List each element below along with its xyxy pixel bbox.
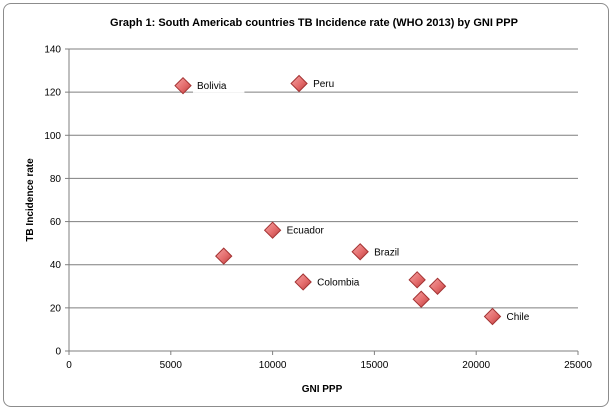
- point-label-background: [309, 76, 342, 91]
- x-tick-label: 0: [66, 360, 72, 371]
- y-axis-title: TB Incidence rate: [25, 158, 36, 242]
- y-tick-label: 0: [55, 347, 61, 358]
- point-label-layer: Bolivia Peru Ecuador Brazil Colombia Chile: [197, 79, 530, 323]
- point-label-background: [313, 274, 371, 289]
- point-label: Colombia: [317, 277, 360, 288]
- x-tick-label: 5000: [160, 360, 183, 371]
- data-point: [428, 277, 447, 295]
- data-point: [290, 74, 308, 93]
- y-tick-label: 140: [44, 45, 61, 56]
- point-label-background: [193, 78, 245, 93]
- x-tick-label: 25000: [564, 360, 592, 371]
- y-tick-label: 100: [44, 131, 61, 142]
- y-tick-label: 80: [50, 174, 62, 185]
- point-label: Peru: [313, 79, 334, 90]
- point-label: Ecuador: [287, 226, 325, 237]
- tick-label-layer: 0 20 40 60 80 100 120 140 0 5000 10000 15000 20000 25…: [44, 45, 592, 372]
- data-point: [408, 271, 426, 289]
- x-axis-title: GNI PPP: [302, 384, 343, 395]
- y-tick-label: 60: [50, 217, 62, 228]
- data-point: [263, 221, 282, 239]
- point-layer: [174, 74, 502, 326]
- data-point: [351, 243, 369, 261]
- data-point: [294, 273, 312, 291]
- point-label: Chile: [506, 312, 529, 323]
- y-tick-label: 120: [44, 88, 61, 99]
- data-point: [483, 307, 502, 326]
- y-tick-label: 20: [50, 303, 62, 314]
- data-point: [412, 290, 430, 308]
- x-tick-label: 10000: [259, 360, 287, 371]
- point-label-background: [502, 309, 542, 324]
- data-point: [215, 247, 233, 265]
- x-tick-label: 20000: [462, 360, 490, 371]
- x-tick-label: 15000: [360, 360, 388, 371]
- y-tick-label: 40: [50, 260, 62, 271]
- axis-layer: [65, 48, 579, 355]
- chart-frame: [3, 3, 609, 407]
- point-label-background: [370, 244, 416, 259]
- grid-layer: [69, 48, 578, 309]
- point-label-background: [282, 223, 334, 238]
- point-label: Brazil: [374, 247, 399, 258]
- label-background-layer: [193, 76, 542, 324]
- chart-title: Graph 1: South Americab countries TB Inc…: [110, 17, 518, 29]
- data-point: [174, 76, 192, 95]
- point-label: Bolivia: [197, 81, 227, 92]
